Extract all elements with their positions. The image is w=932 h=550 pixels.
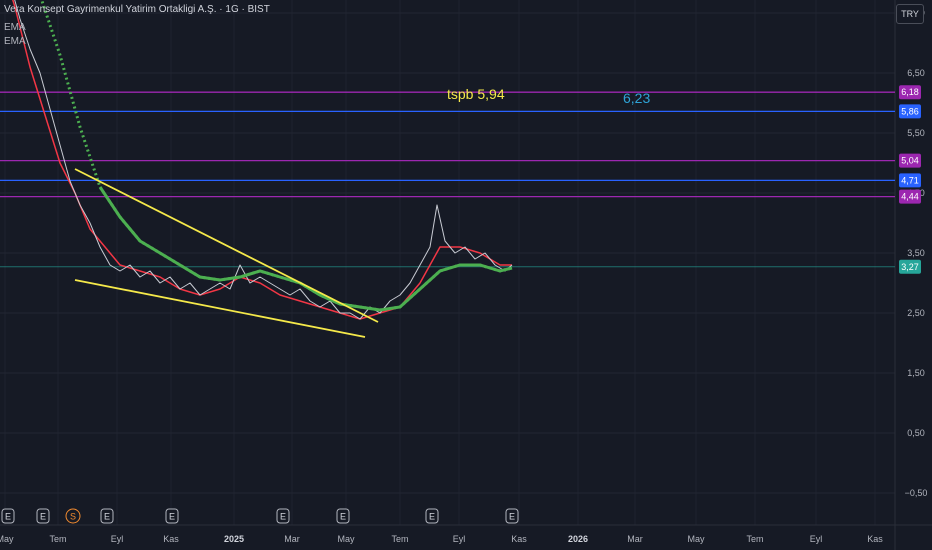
x-tick-label: 2026 <box>568 534 588 544</box>
price-axis-label-bg <box>899 85 921 100</box>
y-tick-label: 0,50 <box>907 428 925 438</box>
earnings-event-marker[interactable]: E <box>165 508 179 524</box>
event-marker-box <box>336 508 350 524</box>
x-tick-label: 2025 <box>224 534 244 544</box>
event-marker-label: E <box>40 512 46 522</box>
event-marker-label: E <box>509 512 515 522</box>
x-tick-label: Mar <box>627 534 643 544</box>
price-axis-label[interactable]: 5,04 <box>899 153 921 168</box>
trendline[interactable] <box>74 279 366 338</box>
x-tick-label: May <box>337 534 355 544</box>
price-axis-label[interactable]: 3,27 <box>899 259 921 274</box>
x-tick-label: May <box>0 534 14 544</box>
x-tick-label: Tem <box>746 534 763 544</box>
ema-indicator-label-1[interactable]: EMA <box>4 22 26 33</box>
event-marker-box <box>100 508 114 524</box>
event-marker-box <box>505 508 519 524</box>
event-marker-label: E <box>340 512 346 522</box>
symbol-title[interactable]: Vera Konsept Gayrimenkul Yatirim Ortakli… <box>4 4 270 15</box>
ema-line-2-solid <box>98 186 513 312</box>
y-tick-label: 6,50 <box>907 68 925 78</box>
y-tick-label: 5,50 <box>907 128 925 138</box>
earnings-event-marker[interactable]: E <box>1 508 15 524</box>
price-axis-label-bg <box>899 104 921 119</box>
x-tick-label: Kas <box>511 534 527 544</box>
price-axis-label[interactable]: 6,18 <box>899 85 921 100</box>
currency-button[interactable]: TRY <box>896 4 924 24</box>
y-tick-label: 1,50 <box>907 368 925 378</box>
y-tick-label: 3,50 <box>907 248 925 258</box>
split-event-marker[interactable]: S <box>65 508 81 524</box>
price-candles-series <box>14 0 513 320</box>
event-marker-box <box>276 508 290 524</box>
price-axis-label-text: 5,86 <box>901 106 919 116</box>
x-tick-label: Tem <box>391 534 408 544</box>
trendline[interactable] <box>74 168 379 323</box>
price-axis-label-text: 4,44 <box>901 192 919 202</box>
event-marker-label: E <box>5 512 11 522</box>
annotation-tspb[interactable]: tspb 5,94 <box>447 86 505 102</box>
price-axis-label[interactable]: 5,86 <box>899 104 921 119</box>
earnings-event-marker[interactable]: E <box>505 508 519 524</box>
ema-indicator-label-2[interactable]: EMA <box>4 36 26 47</box>
x-tick-label: Kas <box>867 534 883 544</box>
price-axis-label-bg <box>899 153 921 168</box>
price-axis-label-text: 5,04 <box>901 156 919 166</box>
event-marker-box <box>36 508 50 524</box>
price-axis-label-bg <box>899 173 921 188</box>
event-marker-label: S <box>70 512 76 522</box>
x-tick-label: Eyl <box>453 534 466 544</box>
annotation-target[interactable]: 6,23 <box>623 90 651 106</box>
x-tick-label: Tem <box>49 534 66 544</box>
price-axis-label-bg <box>899 189 921 204</box>
price-axis-label-text: 4,71 <box>901 175 919 185</box>
event-marker-label: E <box>169 512 175 522</box>
price-axis-label-text: 6,18 <box>901 87 919 97</box>
price-axis-label-text: 3,27 <box>901 262 919 272</box>
price-axis-label[interactable]: 4,44 <box>899 189 921 204</box>
ema-line-2 <box>40 0 513 312</box>
price-axis-label-bg <box>899 259 921 274</box>
x-tick-label: May <box>687 534 705 544</box>
x-tick-label: Eyl <box>111 534 124 544</box>
event-marker-label: E <box>104 512 110 522</box>
event-marker-label: E <box>429 512 435 522</box>
price-axis-label[interactable]: 4,71 <box>899 173 921 188</box>
earnings-event-marker[interactable]: E <box>425 508 439 524</box>
earnings-event-marker[interactable]: E <box>276 508 290 524</box>
event-marker-circle <box>65 508 81 524</box>
event-marker-label: E <box>280 512 286 522</box>
y-tick-label: −0,50 <box>905 488 928 498</box>
event-marker-box <box>1 508 15 524</box>
x-tick-label: Eyl <box>810 534 823 544</box>
x-tick-label: Kas <box>163 534 179 544</box>
earnings-event-marker[interactable]: E <box>36 508 50 524</box>
x-tick-label: Mar <box>284 534 300 544</box>
event-marker-box <box>165 508 179 524</box>
earnings-event-marker[interactable]: E <box>100 508 114 524</box>
event-marker-box <box>425 508 439 524</box>
y-tick-label: 2,50 <box>907 308 925 318</box>
earnings-event-marker[interactable]: E <box>336 508 350 524</box>
grid <box>0 0 895 525</box>
